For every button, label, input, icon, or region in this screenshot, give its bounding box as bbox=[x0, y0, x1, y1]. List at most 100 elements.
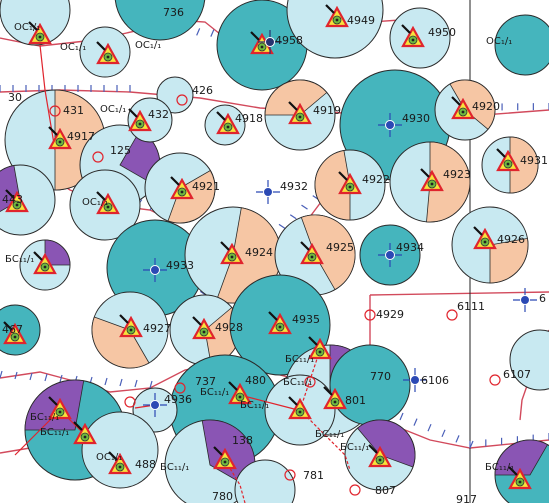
warning-triangle-icon bbox=[250, 31, 274, 55]
warning-triangle-icon bbox=[48, 396, 72, 420]
well-stick bbox=[308, 336, 318, 346]
label-w4934: 4934 bbox=[396, 241, 424, 254]
label-w432: 432 bbox=[148, 108, 169, 121]
warning-triangle-icon bbox=[213, 446, 237, 470]
well-stick bbox=[451, 96, 461, 106]
label-w4921: 4921 bbox=[192, 180, 220, 193]
label-w426: 426 bbox=[192, 84, 213, 97]
label-w125: 125 bbox=[110, 144, 131, 157]
zone-sector bbox=[91, 316, 150, 369]
hatch-tick bbox=[149, 380, 153, 389]
label-w4930: 4930 bbox=[402, 112, 430, 125]
zone-circle bbox=[509, 329, 549, 391]
label-w4932: 4932 bbox=[280, 180, 308, 193]
label-bc5: БС₁₁/₁ bbox=[283, 377, 312, 388]
label-w4931: 4931 bbox=[520, 154, 548, 167]
zone-bc-right bbox=[494, 439, 549, 503]
label-w6111: 6111 bbox=[457, 300, 485, 313]
well-stick bbox=[48, 396, 58, 406]
zone-sector bbox=[426, 141, 471, 223]
warning-triangle-icon bbox=[96, 191, 120, 215]
open-ring-icon bbox=[349, 484, 361, 496]
well-stick bbox=[213, 446, 223, 456]
well-stick bbox=[119, 314, 129, 324]
zone-sector bbox=[300, 214, 356, 291]
label-oc3: ОС₁/₁ bbox=[135, 40, 161, 51]
warning-triangle-icon bbox=[368, 444, 392, 468]
warning-triangle-icon bbox=[73, 421, 97, 445]
label-w917: 917 bbox=[456, 493, 477, 503]
hatch-tick bbox=[44, 373, 48, 382]
open-ring-icon bbox=[176, 94, 188, 106]
well-stick bbox=[96, 41, 106, 51]
warning-triangle-icon bbox=[33, 251, 57, 275]
hatch-tick bbox=[455, 435, 460, 443]
label-w467: 467 bbox=[2, 323, 23, 336]
hatch-tick bbox=[427, 423, 432, 432]
label-w4927: 4927 bbox=[143, 322, 171, 335]
warning-triangle-icon bbox=[451, 96, 475, 120]
well-stick bbox=[128, 108, 138, 118]
hatch-tick bbox=[413, 418, 418, 426]
zone-4949 bbox=[286, 0, 384, 59]
zone-488 bbox=[81, 411, 159, 489]
label-bc3: БС₁₁/₁ bbox=[200, 387, 229, 398]
zone-circle bbox=[0, 0, 71, 46]
label-oc5: ОС₁/₁ bbox=[82, 197, 108, 208]
warning-triangle-icon bbox=[308, 336, 332, 360]
label-oc4: ОС₁/₁ bbox=[100, 104, 126, 115]
hatch-tick bbox=[14, 371, 18, 380]
warning-triangle-icon bbox=[401, 24, 425, 48]
label-w480: 480 bbox=[245, 374, 266, 387]
warning-triangle-icon bbox=[420, 168, 444, 192]
zone-circle bbox=[286, 0, 384, 59]
label-w431: 431 bbox=[63, 104, 84, 117]
well-stick bbox=[300, 241, 310, 251]
open-ring-icon bbox=[364, 309, 376, 321]
warning-triangle-icon bbox=[338, 171, 362, 195]
warning-triangle-icon bbox=[5, 189, 29, 213]
well-cross-icon bbox=[256, 180, 280, 204]
warning-triangle-icon bbox=[508, 466, 532, 490]
zone-770-teal bbox=[329, 344, 411, 426]
open-ring-icon bbox=[446, 309, 458, 321]
label-bc9: БС₁₁/₁ bbox=[340, 442, 369, 453]
link-line bbox=[224, 459, 246, 503]
label-oc6: ОС₁/₁ bbox=[96, 452, 122, 463]
label-oc2: ОС₁/₁ bbox=[60, 42, 86, 53]
well-stick bbox=[288, 396, 298, 406]
open-well-rings bbox=[49, 94, 501, 496]
open-ring-icon bbox=[174, 382, 186, 394]
link-line bbox=[299, 349, 321, 411]
warning-triangle-icon bbox=[473, 226, 497, 250]
hatch-tick bbox=[210, 29, 215, 37]
open-ring-icon bbox=[284, 469, 296, 481]
label-w6106: 6106 bbox=[421, 374, 449, 387]
warning-triangle-icon bbox=[220, 241, 244, 265]
label-w6: 6 bbox=[539, 292, 546, 305]
warning-triangle-icon bbox=[48, 126, 72, 150]
hatch-tick bbox=[399, 412, 404, 421]
label-w4933: 4933 bbox=[166, 259, 194, 272]
zone-sector bbox=[314, 150, 351, 221]
warning-triangle-icon bbox=[323, 386, 347, 410]
label-w6107: 6107 bbox=[503, 368, 531, 381]
well-stick bbox=[338, 171, 348, 181]
zone-sector bbox=[449, 79, 496, 130]
warning-triangle-icon bbox=[96, 41, 120, 65]
label-w4925: 4925 bbox=[326, 241, 354, 254]
label-w138: 138 bbox=[232, 434, 253, 447]
label-bc11: БС₁₁/₁ bbox=[30, 412, 59, 423]
well-stick bbox=[28, 21, 38, 31]
warning-triangle-icon bbox=[288, 101, 312, 125]
zone-4926 bbox=[451, 206, 529, 284]
link-line bbox=[299, 409, 351, 471]
boundary-line bbox=[0, 447, 31, 454]
label-w488: 488 bbox=[135, 458, 156, 471]
well-cross-icon bbox=[403, 368, 427, 392]
label-w4950: 4950 bbox=[428, 26, 456, 39]
warning-triangle-icon bbox=[108, 451, 132, 475]
open-ring-icon bbox=[124, 396, 136, 408]
hatch-tick bbox=[0, 370, 3, 379]
link-line bbox=[239, 394, 299, 411]
